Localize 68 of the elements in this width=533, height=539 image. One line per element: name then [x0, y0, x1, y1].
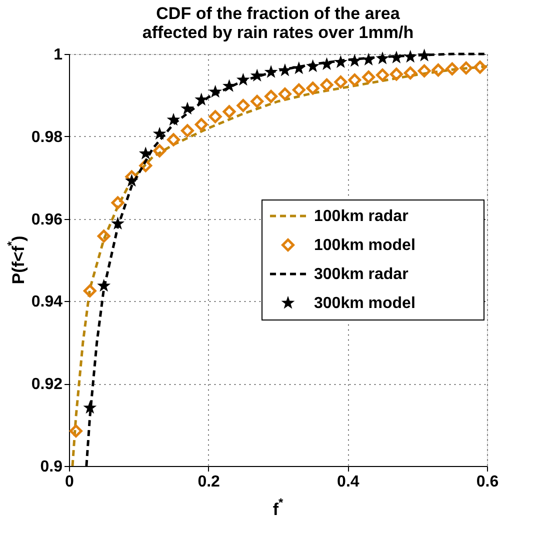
- point: [446, 62, 459, 76]
- point: [152, 126, 166, 140]
- point: [250, 68, 264, 82]
- point: [306, 59, 320, 72]
- point: [236, 72, 250, 86]
- point: [404, 50, 418, 63]
- y-tick-label: 0.98: [31, 128, 63, 146]
- point: [69, 424, 82, 438]
- legend-label: 100km radar: [314, 208, 408, 225]
- point: [97, 278, 111, 292]
- point: [236, 99, 250, 112]
- point: [278, 63, 292, 76]
- point: [180, 102, 194, 115]
- chart-title: CDF of the fraction of the area affected by rain rates over 1mm/h: [142, 4, 414, 42]
- point: [418, 48, 432, 62]
- point: [390, 50, 404, 64]
- point: [348, 73, 362, 86]
- legend-label: 300km radar: [314, 266, 408, 283]
- point: [194, 118, 208, 131]
- point: [432, 64, 445, 77]
- point: [404, 66, 417, 80]
- y-tick-label: 1: [54, 46, 63, 64]
- point: [376, 68, 389, 82]
- point: [264, 90, 278, 103]
- point: [83, 284, 96, 298]
- x-tick-label: 0: [65, 474, 74, 490]
- legend-label: 100km model: [314, 237, 416, 254]
- point: [348, 54, 362, 67]
- point: [124, 174, 138, 187]
- point: [292, 61, 306, 74]
- point: [278, 87, 292, 100]
- point: [334, 76, 348, 89]
- point: [138, 146, 152, 160]
- point: [320, 78, 334, 92]
- point: [222, 105, 236, 118]
- point: [376, 51, 390, 64]
- legend-label: 300km model: [314, 295, 416, 312]
- point: [250, 94, 264, 108]
- point: [264, 65, 278, 78]
- y-tick-label: 0.92: [31, 376, 63, 394]
- point: [474, 60, 487, 74]
- point: [166, 112, 180, 126]
- point: [111, 216, 124, 230]
- x-tick-label: 0.6: [476, 474, 499, 490]
- point: [167, 133, 180, 146]
- point: [460, 62, 473, 74]
- point: [292, 83, 306, 96]
- point: [208, 110, 222, 124]
- point: [418, 64, 431, 78]
- y-tick-label: 0.96: [31, 211, 63, 228]
- point: [362, 70, 376, 84]
- point: [334, 55, 348, 68]
- point: [320, 57, 334, 70]
- point: [208, 84, 222, 98]
- point: [111, 196, 124, 210]
- y-tick-label: 0.94: [31, 294, 63, 311]
- x-tick-label: 0.4: [337, 474, 360, 490]
- point: [180, 124, 194, 138]
- point: [390, 68, 403, 81]
- y-tick-label: 0.9: [40, 458, 63, 476]
- x-axis-title: f*: [272, 495, 284, 519]
- x-tick-label: 0.2: [198, 474, 220, 490]
- point: [83, 400, 97, 414]
- y-axis-title: P(f<f*): [4, 236, 28, 284]
- point: [153, 144, 166, 158]
- point: [306, 82, 320, 95]
- point: [97, 230, 110, 243]
- point: [222, 79, 236, 92]
